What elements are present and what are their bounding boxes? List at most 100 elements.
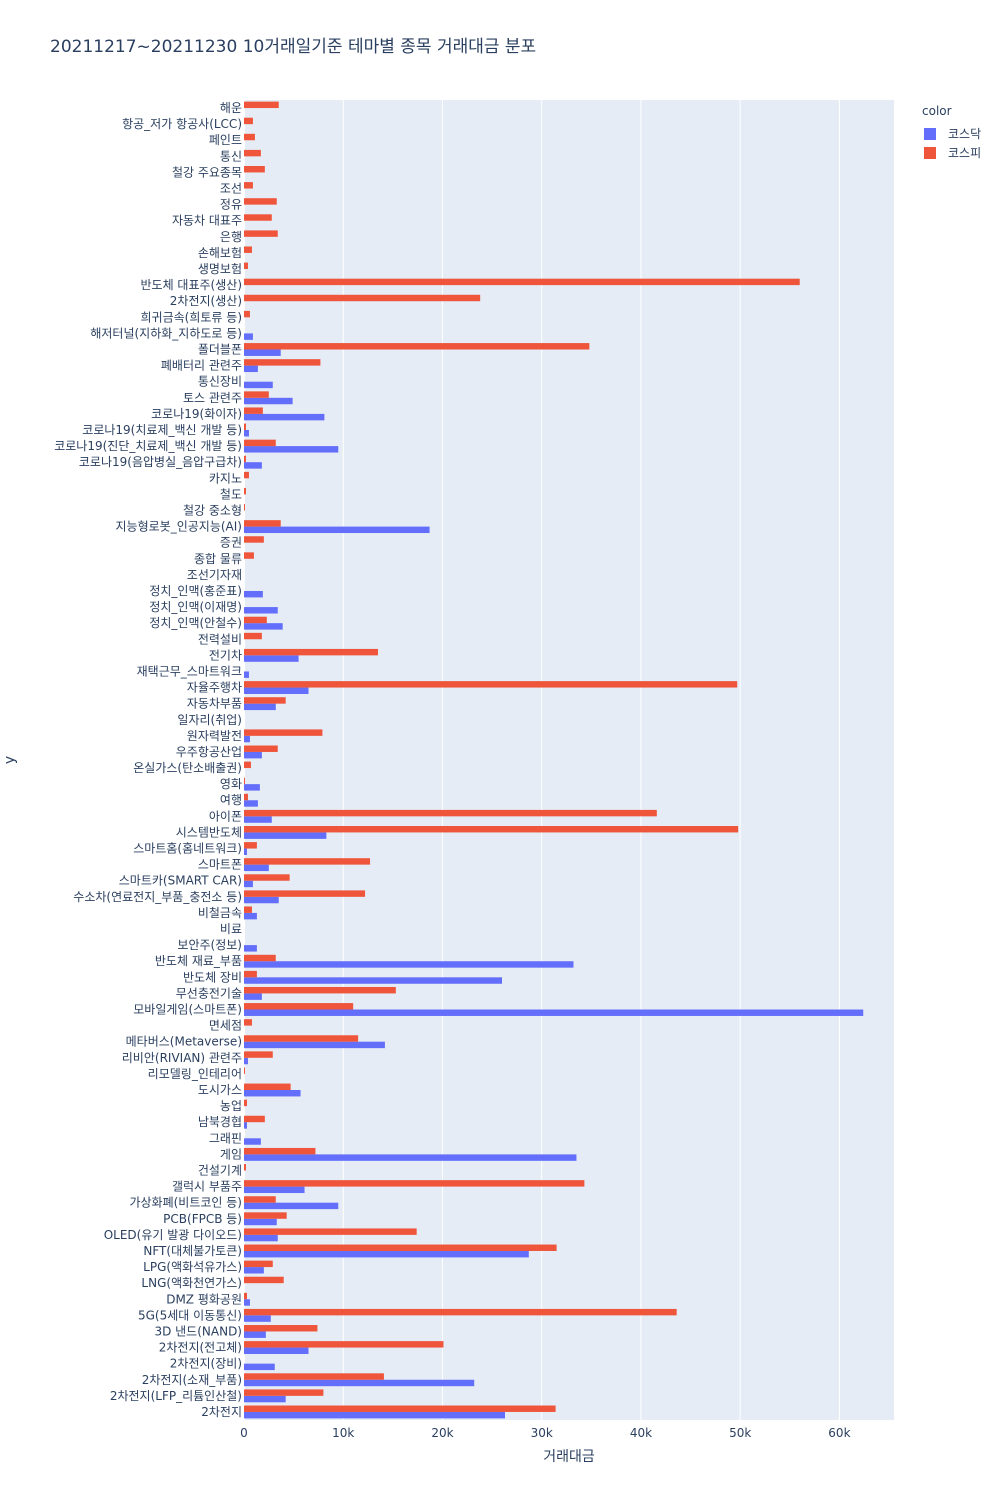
bar-kospi[interactable]	[244, 761, 251, 769]
bar-kospi[interactable]	[244, 278, 800, 286]
bar-kospi[interactable]	[244, 520, 281, 527]
bar-kospi[interactable]	[244, 310, 250, 318]
bar-kospi[interactable]	[244, 1341, 444, 1348]
bar-kospi[interactable]	[244, 745, 278, 752]
bar-kospi[interactable]	[244, 391, 269, 398]
bar-kosdaq[interactable]	[244, 1315, 271, 1322]
bar-kospi[interactable]	[244, 1003, 354, 1010]
bar-kospi[interactable]	[244, 648, 378, 656]
bar-kospi[interactable]	[244, 1164, 246, 1171]
bar-kosdaq[interactable]	[244, 590, 263, 598]
bar-kospi[interactable]	[244, 552, 254, 559]
bar-kosdaq[interactable]	[244, 365, 258, 373]
bar-kosdaq[interactable]	[244, 1411, 505, 1419]
bar-kosdaq[interactable]	[244, 1057, 248, 1065]
bar-kospi[interactable]	[244, 616, 267, 624]
bar-kospi[interactable]	[244, 1067, 245, 1074]
bar-kosdaq[interactable]	[244, 623, 283, 630]
bar-kosdaq[interactable]	[244, 816, 272, 823]
bar-kosdaq[interactable]	[244, 1347, 309, 1354]
bar-kosdaq[interactable]	[244, 655, 299, 662]
bar-kosdaq[interactable]	[244, 1154, 577, 1161]
bar-kosdaq[interactable]	[244, 784, 260, 791]
bar-kospi[interactable]	[244, 423, 246, 430]
bar-kospi[interactable]	[244, 166, 265, 173]
bar-kospi[interactable]	[244, 906, 252, 913]
bar-kospi[interactable]	[244, 1180, 585, 1187]
bar-kosdaq[interactable]	[244, 735, 250, 743]
bar-kosdaq[interactable]	[244, 1331, 266, 1338]
bar-kosdaq[interactable]	[244, 1395, 286, 1403]
bar-kospi[interactable]	[244, 890, 366, 897]
bar-kosdaq[interactable]	[244, 703, 276, 711]
bar-kospi[interactable]	[244, 1099, 247, 1107]
bar-kospi[interactable]	[244, 1373, 384, 1380]
bar-kospi[interactable]	[244, 1325, 318, 1332]
bar-kospi[interactable]	[244, 777, 245, 785]
bar-kosdaq[interactable]	[244, 607, 278, 614]
bar-kospi[interactable]	[244, 1244, 557, 1251]
bar-kosdaq[interactable]	[244, 848, 247, 855]
bar-kosdaq[interactable]	[244, 896, 279, 904]
bar-kospi[interactable]	[244, 1276, 284, 1284]
bar-kosdaq[interactable]	[244, 1009, 864, 1016]
legend-item-kospi[interactable]: 코스피	[922, 143, 981, 162]
bar-kospi[interactable]	[244, 407, 263, 414]
bar-kospi[interactable]	[244, 858, 371, 865]
bar-kosdaq[interactable]	[244, 880, 253, 888]
bar-kospi[interactable]	[244, 294, 481, 302]
bar-kospi[interactable]	[244, 970, 257, 978]
bar-kosdaq[interactable]	[244, 800, 258, 807]
bar-kospi[interactable]	[244, 1051, 273, 1058]
bar-kospi[interactable]	[244, 1292, 247, 1300]
bar-kospi[interactable]	[244, 826, 739, 833]
bar-kospi[interactable]	[244, 954, 276, 962]
bar-kosdaq[interactable]	[244, 1090, 301, 1097]
bar-kosdaq[interactable]	[244, 864, 269, 872]
bar-kosdaq[interactable]	[244, 1218, 277, 1226]
bar-kosdaq[interactable]	[244, 1250, 529, 1258]
bar-kospi[interactable]	[244, 793, 248, 801]
bar-kospi[interactable]	[244, 1228, 417, 1235]
bar-kospi[interactable]	[244, 230, 278, 237]
bar-kospi[interactable]	[244, 1083, 291, 1090]
bar-kosdaq[interactable]	[244, 945, 257, 952]
bar-kosdaq[interactable]	[244, 1138, 261, 1145]
bar-kospi[interactable]	[244, 246, 252, 253]
bar-kosdaq[interactable]	[244, 1363, 275, 1371]
bar-kosdaq[interactable]	[244, 1122, 247, 1129]
bar-kospi[interactable]	[244, 133, 255, 141]
bar-kospi[interactable]	[244, 1389, 324, 1396]
bar-kosdaq[interactable]	[244, 1202, 339, 1210]
bar-kosdaq[interactable]	[244, 526, 430, 534]
bar-kospi[interactable]	[244, 262, 248, 270]
bar-kosdaq[interactable]	[244, 1041, 385, 1049]
bar-kospi[interactable]	[244, 842, 257, 849]
bar-kospi[interactable]	[244, 117, 253, 125]
bar-kospi[interactable]	[244, 632, 262, 640]
bar-kosdaq[interactable]	[244, 430, 249, 437]
bar-kospi[interactable]	[244, 874, 290, 881]
bar-kospi[interactable]	[244, 1212, 287, 1219]
bar-kospi[interactable]	[244, 1196, 276, 1203]
bar-kospi[interactable]	[244, 1035, 359, 1042]
bar-kosdaq[interactable]	[244, 751, 262, 759]
bar-kospi[interactable]	[244, 359, 321, 366]
bar-kosdaq[interactable]	[244, 671, 249, 678]
bar-kosdaq[interactable]	[244, 977, 503, 984]
bar-kospi[interactable]	[244, 729, 323, 736]
bar-kospi[interactable]	[244, 536, 264, 543]
bar-kosdaq[interactable]	[244, 333, 253, 340]
bar-kosdaq[interactable]	[244, 1379, 475, 1387]
bar-kosdaq[interactable]	[244, 397, 293, 405]
bar-kospi[interactable]	[244, 1260, 273, 1268]
bar-kospi[interactable]	[244, 343, 590, 350]
bar-kosdaq[interactable]	[244, 446, 339, 453]
bar-kospi[interactable]	[244, 471, 249, 479]
bar-kosdaq[interactable]	[244, 1186, 305, 1194]
bar-kosdaq[interactable]	[244, 349, 281, 356]
bar-kosdaq[interactable]	[244, 832, 327, 839]
bar-kospi[interactable]	[244, 1147, 316, 1155]
bar-kospi[interactable]	[244, 681, 738, 688]
bar-kospi[interactable]	[244, 1405, 556, 1412]
